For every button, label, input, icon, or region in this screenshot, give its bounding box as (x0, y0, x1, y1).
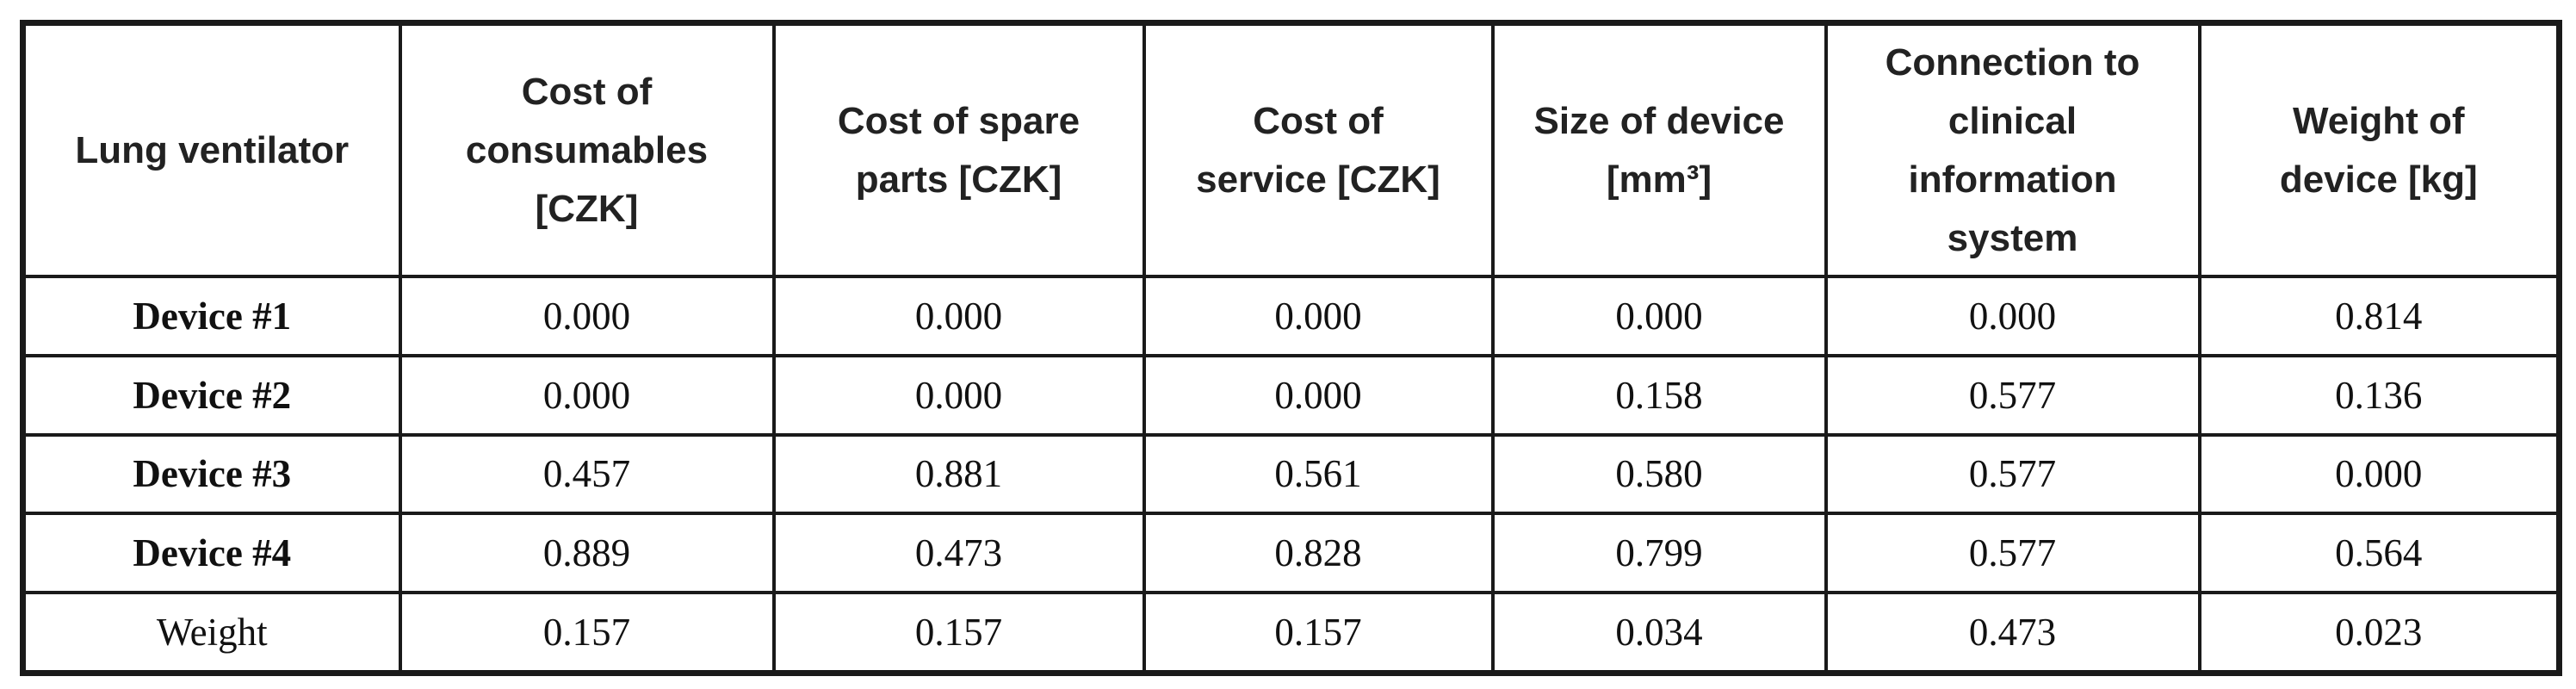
cell-value: 0.799 (1490, 512, 1828, 595)
table-body: Device #1 0.000 0.000 0.000 0.000 0.000 0.814 D… (21, 275, 2561, 675)
cell-value: 0.000 (398, 353, 776, 437)
cell-value: 0.158 (1490, 353, 1828, 437)
table-row: Device #4 0.889 0.473 0.828 0.799 0.577 0.564 (21, 512, 2561, 595)
cell-value: 0.023 (2197, 591, 2561, 675)
cell-value: 0.564 (2197, 512, 2561, 595)
cell-value: 0.457 (398, 432, 776, 516)
cell-value: 0.577 (1824, 432, 2201, 516)
table-header: Lung ventilator Cost of consumables [CZK]… (21, 21, 2561, 278)
table-row: Device #2 0.000 0.000 0.000 0.158 0.577 0.136 (21, 353, 2561, 437)
cell-value: 0.000 (1142, 353, 1495, 437)
column-header: Cost of service [CZK] (1142, 21, 1495, 278)
cell-value: 0.577 (1824, 353, 2201, 437)
cell-value: 0.157 (771, 591, 1146, 675)
cell-value: 0.136 (2197, 353, 2561, 437)
table-row: Device #1 0.000 0.000 0.000 0.000 0.000 0.814 (21, 275, 2561, 357)
cell-value: 0.000 (1142, 275, 1495, 357)
cell-value: 0.000 (398, 275, 776, 357)
column-header: Connection to clinical information syste… (1824, 21, 2201, 278)
row-label: Device #2 (21, 353, 402, 437)
row-label: Device #1 (21, 275, 402, 357)
column-header: Lung ventilator (21, 21, 402, 278)
cell-value: 0.000 (2197, 432, 2561, 516)
column-header: Cost of consumables [CZK] (398, 21, 776, 278)
cell-value: 0.000 (1824, 275, 2201, 357)
row-label: Device #3 (21, 432, 402, 516)
cell-value: 0.034 (1490, 591, 1828, 675)
column-header: Weight of device [kg] (2197, 21, 2561, 278)
cell-value: 0.814 (2197, 275, 2561, 357)
cell-value: 0.000 (771, 275, 1146, 357)
cell-value: 0.561 (1142, 432, 1495, 516)
cell-value: 0.473 (771, 512, 1146, 595)
column-header: Size of device [mm³] (1490, 21, 1828, 278)
cell-value: 0.473 (1824, 591, 2201, 675)
cell-value: 0.580 (1490, 432, 1828, 516)
cell-value: 0.577 (1824, 512, 2201, 595)
header-row: Lung ventilator Cost of consumables [CZK]… (21, 21, 2561, 278)
data-table: Lung ventilator Cost of consumables [CZK]… (20, 20, 2562, 676)
table-row: Weight 0.157 0.157 0.157 0.034 0.473 0.023 (21, 591, 2561, 675)
row-label: Weight (21, 591, 402, 675)
column-header: Cost of spare parts [CZK] (771, 21, 1146, 278)
cell-value: 0.157 (398, 591, 776, 675)
cell-value: 0.828 (1142, 512, 1495, 595)
cell-value: 0.000 (1490, 275, 1828, 357)
cell-value: 0.157 (1142, 591, 1495, 675)
cell-value: 0.881 (771, 432, 1146, 516)
table-row: Device #3 0.457 0.881 0.561 0.580 0.577 0.000 (21, 432, 2561, 516)
row-label: Device #4 (21, 512, 402, 595)
cell-value: 0.889 (398, 512, 776, 595)
cell-value: 0.000 (771, 353, 1146, 437)
